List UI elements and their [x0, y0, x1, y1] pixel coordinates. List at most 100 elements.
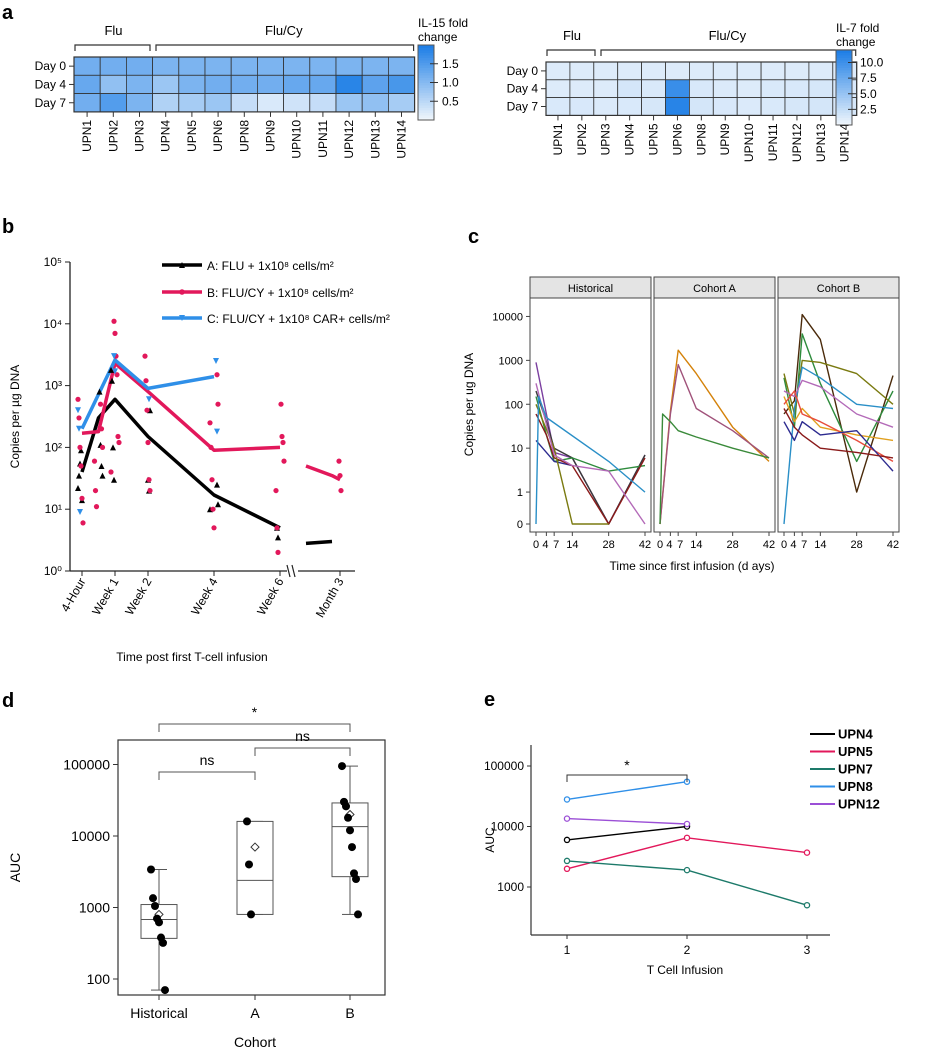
- heatmap-cell: [736, 97, 762, 116]
- heatmap-cell: [283, 93, 311, 113]
- column-label: UPN12: [790, 123, 804, 162]
- data-point: [147, 865, 155, 874]
- data-point: [338, 487, 344, 494]
- facet-series-line: [783, 421, 894, 472]
- colorbar-band: [418, 75, 434, 78]
- data-point: [803, 901, 811, 909]
- colorbar-tick-label: 2.5: [860, 102, 877, 116]
- data-point: [161, 986, 169, 995]
- panel-label-c: c: [468, 226, 479, 248]
- colorbar-band: [836, 75, 852, 78]
- data-point: [111, 476, 117, 483]
- x-axis-title: T Cell Infusion: [647, 963, 723, 977]
- panel-label-d: d: [2, 690, 14, 712]
- x-tick-label: Week 6: [254, 575, 287, 617]
- panel-label-a: a: [2, 2, 14, 24]
- heatmap-cell: [545, 97, 571, 116]
- colorbar-band: [418, 102, 434, 106]
- data-point: [683, 834, 691, 842]
- legend-label: UPN7: [838, 762, 873, 777]
- heatmap-cell: [784, 61, 810, 81]
- colorbar-band: [418, 95, 434, 98]
- facet-series-line: [783, 390, 894, 463]
- column-label: UPN4: [159, 120, 173, 152]
- y-tick-label: 10000: [491, 820, 525, 834]
- heatmap-cell: [689, 61, 714, 81]
- heatmap-cell: [178, 74, 206, 95]
- data-point: [683, 866, 691, 874]
- heatmap-cell: [230, 74, 258, 95]
- data-point: [563, 865, 571, 873]
- colorbar-band: [418, 80, 434, 83]
- heatmap-cell: [808, 79, 834, 99]
- heatmap-cell: [569, 97, 595, 116]
- column-label: UPN13: [814, 123, 828, 162]
- facet-series-line: [659, 413, 770, 525]
- colorbar-band: [418, 52, 434, 56]
- colorbar-band: [418, 60, 434, 63]
- colorbar-band: [418, 115, 434, 118]
- colorbar-tick-label: 5.0: [860, 87, 877, 101]
- chart-b-persistence: 10⁰ 10¹ 10² 10³ 10⁴ 10⁵ 4-Hour Week 1 Week 2 Week…: [8, 255, 390, 664]
- x-tick-label: 14: [814, 539, 826, 551]
- colorbar-title: IL-7 fold: [836, 21, 879, 35]
- data-point: [275, 534, 281, 541]
- data-point: [99, 472, 106, 479]
- data-point: [110, 444, 116, 451]
- x-tick-label: Week 1: [89, 575, 122, 617]
- column-label: UPN12: [342, 120, 356, 159]
- facet-series-line: [535, 383, 646, 525]
- facet-title: Cohort B: [817, 283, 860, 295]
- y-tick-label: 0: [517, 519, 523, 531]
- colorbar-band: [836, 120, 852, 123]
- x-tick-label: Week 2: [122, 575, 155, 617]
- colorbar-band: [418, 47, 434, 51]
- heatmap-cell: [361, 74, 389, 95]
- column-label: UPN2: [106, 120, 120, 152]
- column-label: UPN2: [575, 123, 589, 155]
- colorbar-band: [836, 57, 852, 61]
- facet-series-line: [783, 359, 894, 415]
- colorbar-band: [418, 85, 434, 88]
- heatmap-cell: [569, 61, 595, 81]
- column-label: UPN5: [647, 123, 661, 155]
- data-point: [214, 428, 220, 435]
- heatmap-cell: [641, 79, 666, 99]
- colorbar-band: [418, 107, 434, 111]
- heatmap-cell: [808, 97, 834, 116]
- data-point: [93, 504, 100, 510]
- colorbar-band: [418, 65, 434, 68]
- group-bracket-flu: [546, 49, 596, 56]
- y-tick-label: 10⁵: [44, 255, 62, 269]
- heatmap-cell: [335, 56, 363, 76]
- colorbar-band: [836, 110, 852, 113]
- colorbar-band: [418, 72, 434, 76]
- data-point: [243, 817, 251, 826]
- colorbar-border: [835, 49, 853, 126]
- colorbar-band: [418, 82, 434, 86]
- y-tick-label: 10: [511, 443, 523, 455]
- data-point: [155, 918, 163, 927]
- heatmap-cell: [760, 79, 786, 99]
- heatmap-cell: [689, 79, 714, 99]
- series-line: [305, 464, 341, 482]
- data-point: [116, 439, 122, 446]
- significance-label: *: [624, 757, 630, 773]
- heatmap-cell: [73, 74, 101, 95]
- group-label-flu: Flu: [104, 23, 122, 38]
- y-tick-label: 1000: [497, 880, 524, 894]
- column-label: UPN10: [742, 123, 756, 162]
- y-tick-label: 10²: [45, 440, 62, 454]
- y-tick-label: 1000: [499, 355, 523, 367]
- x-tick-label: 0: [781, 539, 787, 551]
- data-point: [215, 501, 221, 508]
- data-point: [92, 487, 99, 494]
- data-point: [280, 439, 286, 446]
- heatmap-cell: [712, 97, 738, 116]
- facet-series-line: [783, 379, 894, 428]
- heatmap-cell: [689, 97, 714, 116]
- heatmap-cell: [712, 79, 738, 99]
- data-point: [147, 487, 153, 494]
